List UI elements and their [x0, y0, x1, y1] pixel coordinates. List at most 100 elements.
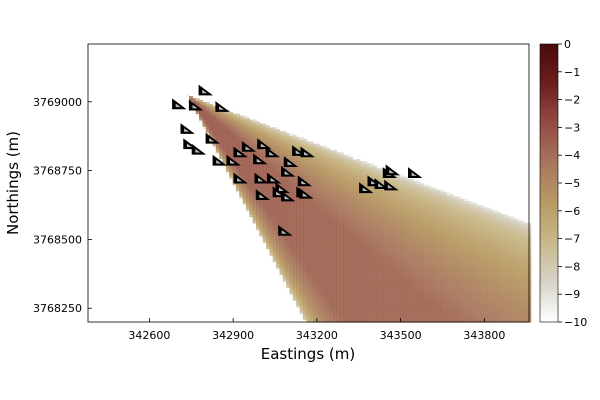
heatmap-cell: [433, 310, 438, 314]
heatmap-cell: [376, 203, 381, 206]
heatmap-cell: [440, 194, 445, 198]
heatmap-cell: [359, 258, 364, 261]
heatmap-cell: [229, 118, 234, 122]
heatmap-cell: [326, 189, 331, 193]
heatmap-cell: [349, 218, 354, 222]
heatmap-cell: [456, 242, 461, 246]
heatmap-cell: [296, 289, 301, 292]
heatmap-cell: [420, 222, 425, 226]
heatmap-cell: [276, 171, 281, 174]
heatmap-cell: [356, 189, 361, 193]
heatmap-cell: [440, 264, 445, 268]
heatmap-cell: [333, 222, 338, 226]
heatmap-cell: [353, 156, 358, 160]
heatmap-cell: [336, 282, 341, 286]
heatmap-cell: [272, 184, 277, 188]
heatmap-cell: [363, 282, 368, 286]
heatmap-cell: [292, 289, 297, 292]
heatmap-cell: [242, 124, 247, 128]
heatmap-cell: [393, 205, 398, 209]
heatmap-cell: [319, 251, 324, 255]
heatmap-cell: [309, 225, 314, 228]
heatmap-cell: [269, 140, 274, 144]
heatmap-cell: [269, 138, 274, 142]
heatmap-cell: [416, 304, 421, 308]
heatmap-cell: [262, 187, 267, 190]
heatmap-cell: [433, 304, 438, 308]
heatmap-cell: [443, 203, 448, 206]
heatmap-cell: [329, 266, 334, 270]
heatmap-cell: [299, 271, 304, 275]
heatmap-cell: [266, 193, 271, 197]
heatmap-cell: [289, 177, 294, 180]
heatmap-cell: [423, 233, 428, 237]
heatmap-cell: [245, 119, 250, 123]
heatmap-cell: [383, 192, 388, 195]
heatmap-cell: [292, 238, 297, 242]
heatmap-cell: [473, 317, 478, 321]
heatmap-cell: [302, 246, 307, 250]
heatmap-cell: [279, 214, 284, 218]
heatmap-cell: [282, 250, 287, 253]
heatmap-cell: [289, 282, 294, 286]
heatmap-cell: [403, 247, 408, 250]
heatmap-cell: [366, 280, 371, 283]
heatmap-cell: [433, 249, 438, 253]
heatmap-cell: [416, 238, 421, 242]
heatmap-cell: [349, 222, 354, 226]
heatmap-cell: [456, 299, 461, 303]
heatmap-cell: [276, 131, 281, 135]
heatmap-cell: [456, 244, 461, 248]
heatmap-cell: [232, 171, 237, 174]
heatmap-cell: [229, 177, 234, 181]
heatmap-cell: [376, 244, 381, 248]
heatmap-cell: [406, 198, 411, 202]
heatmap-cell: [299, 198, 304, 202]
heatmap-cell: [436, 225, 441, 228]
heatmap-cell: [319, 319, 324, 323]
heatmap-cell: [420, 194, 425, 198]
heatmap-cell: [383, 275, 388, 279]
heatmap-cell: [436, 196, 441, 200]
heatmap-cell: [410, 222, 415, 226]
heatmap-cell: [453, 211, 458, 215]
heatmap-cell: [306, 275, 311, 279]
heatmap-cell: [416, 253, 421, 257]
heatmap-cell: [386, 211, 391, 215]
heatmap-cell: [363, 288, 368, 292]
heatmap-cell: [373, 196, 378, 200]
heatmap-cell: [199, 100, 204, 103]
heatmap-cell: [383, 315, 388, 319]
heatmap-cell: [329, 273, 334, 277]
heatmap-cell: [326, 163, 331, 167]
heatmap-cell: [272, 224, 277, 227]
heatmap-cell: [453, 288, 458, 292]
heatmap-cell: [433, 238, 438, 242]
heatmap-cell: [416, 271, 421, 275]
heatmap-cell: [319, 275, 324, 279]
heatmap-cell: [312, 271, 317, 275]
heatmap-cell: [470, 209, 475, 213]
heatmap-cell: [333, 306, 338, 310]
heatmap-cell: [390, 280, 394, 283]
heatmap-cell: [363, 227, 368, 231]
heatmap-cell: [266, 182, 271, 186]
heatmap-cell: [383, 310, 388, 314]
heatmap-cell: [379, 264, 384, 268]
heatmap-cell: [373, 315, 378, 319]
heatmap-cell: [366, 317, 371, 321]
heatmap-cell: [336, 167, 341, 171]
heatmap-cell: [470, 247, 475, 250]
heatmap-cell: [440, 211, 445, 215]
heatmap-cell: [279, 261, 284, 265]
heatmap-cell: [413, 216, 418, 220]
heatmap-cell: [396, 209, 401, 213]
heatmap-cell: [353, 304, 358, 308]
heatmap-cell: [312, 313, 317, 316]
heatmap-cell: [276, 166, 281, 170]
heatmap-cell: [416, 280, 421, 283]
heatmap-cell: [249, 190, 254, 193]
heatmap-cell: [369, 233, 374, 237]
heatmap-cell: [386, 255, 391, 259]
heatmap-cell: [326, 233, 331, 237]
